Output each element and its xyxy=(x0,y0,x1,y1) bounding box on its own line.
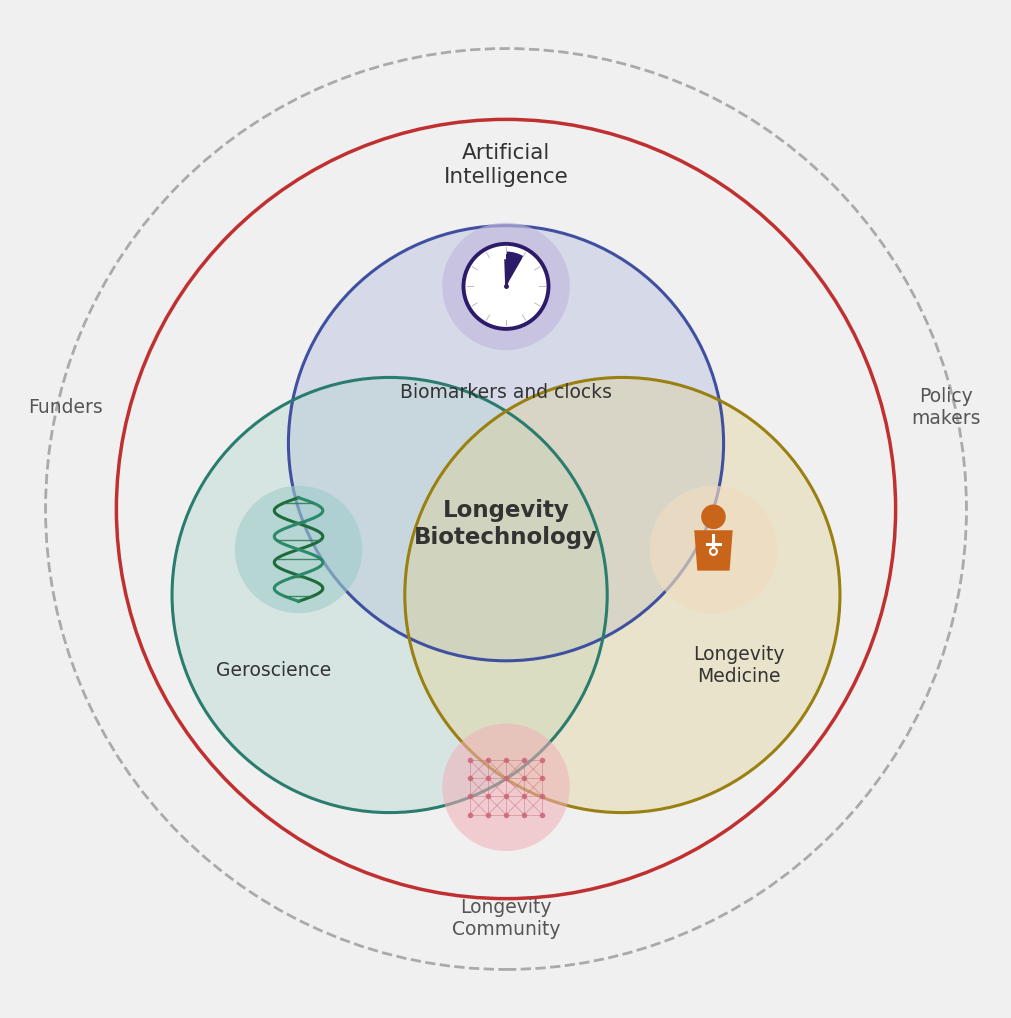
Circle shape xyxy=(710,548,716,555)
Polygon shape xyxy=(694,530,732,571)
Text: Longevity
Medicine: Longevity Medicine xyxy=(693,645,784,686)
Circle shape xyxy=(463,244,548,329)
Circle shape xyxy=(172,378,607,812)
Text: Biomarkers and clocks: Biomarkers and clocks xyxy=(399,383,612,402)
Circle shape xyxy=(288,226,723,661)
Wedge shape xyxy=(506,251,523,286)
Text: Geroscience: Geroscience xyxy=(215,662,331,680)
Circle shape xyxy=(649,486,776,613)
Text: Longevity
Biotechnology: Longevity Biotechnology xyxy=(413,500,598,549)
Circle shape xyxy=(442,724,569,851)
Circle shape xyxy=(701,505,725,529)
Text: Policy
makers: Policy makers xyxy=(911,387,980,429)
Circle shape xyxy=(442,223,569,350)
Text: Longevity
Community: Longevity Community xyxy=(451,898,560,940)
Circle shape xyxy=(404,378,839,812)
Text: Artificial
Intelligence: Artificial Intelligence xyxy=(443,144,568,186)
Text: Funders: Funders xyxy=(28,398,103,417)
Circle shape xyxy=(235,486,362,613)
